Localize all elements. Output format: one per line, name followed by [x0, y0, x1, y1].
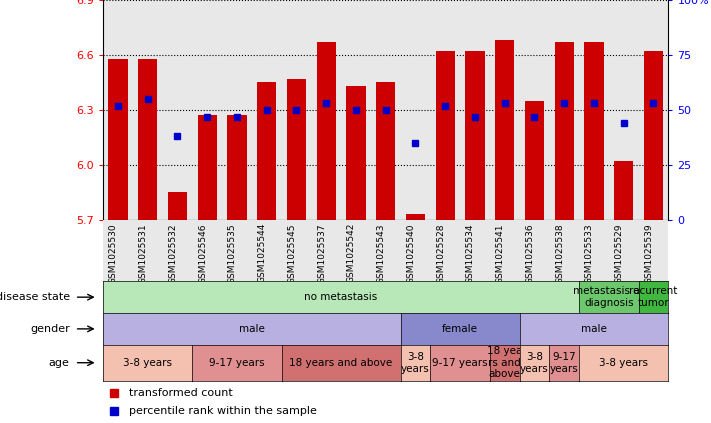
Bar	[168, 192, 187, 220]
Text: GSM1025545: GSM1025545	[287, 223, 296, 283]
Text: GSM1025538: GSM1025538	[555, 223, 565, 284]
Bar	[138, 59, 157, 220]
Text: GSM1025542: GSM1025542	[347, 223, 356, 283]
Bar	[643, 51, 663, 220]
Text: gender: gender	[30, 324, 70, 334]
Text: recurrent
tumor: recurrent tumor	[629, 286, 678, 308]
Bar	[436, 51, 455, 220]
Text: 9-17
years: 9-17 years	[550, 352, 579, 374]
Text: GSM1025530: GSM1025530	[109, 223, 118, 284]
Bar	[108, 59, 128, 220]
Text: 3-8 years: 3-8 years	[123, 358, 172, 368]
Text: GSM1025537: GSM1025537	[317, 223, 326, 284]
Text: 3-8
years: 3-8 years	[401, 352, 430, 374]
Text: 3-8
years: 3-8 years	[520, 352, 549, 374]
Bar	[198, 115, 217, 220]
Text: age: age	[49, 358, 70, 368]
Text: male: male	[581, 324, 607, 334]
Bar	[495, 40, 514, 220]
Text: GSM1025540: GSM1025540	[407, 223, 415, 283]
Text: GSM1025539: GSM1025539	[644, 223, 653, 284]
Bar	[287, 79, 306, 220]
Bar	[346, 86, 365, 220]
Bar	[614, 161, 634, 220]
Text: male: male	[239, 324, 264, 334]
Text: GSM1025528: GSM1025528	[437, 223, 445, 283]
Text: GSM1025535: GSM1025535	[228, 223, 237, 284]
Text: GSM1025529: GSM1025529	[615, 223, 624, 283]
Text: transformed count: transformed count	[129, 387, 232, 398]
Bar	[316, 42, 336, 220]
Text: female: female	[442, 324, 478, 334]
Text: 3-8 years: 3-8 years	[599, 358, 648, 368]
Text: metastasis at
diagnosis: metastasis at diagnosis	[574, 286, 644, 308]
Text: GSM1025536: GSM1025536	[525, 223, 535, 284]
Bar	[257, 82, 277, 220]
Bar	[376, 82, 395, 220]
Text: GSM1025534: GSM1025534	[466, 223, 475, 283]
Text: GSM1025533: GSM1025533	[585, 223, 594, 284]
Text: GSM1025531: GSM1025531	[139, 223, 148, 284]
Text: percentile rank within the sample: percentile rank within the sample	[129, 406, 316, 416]
Text: GSM1025541: GSM1025541	[496, 223, 505, 283]
Bar	[465, 51, 485, 220]
Bar	[525, 101, 544, 220]
Bar	[228, 115, 247, 220]
Bar	[584, 42, 604, 220]
Text: 18 years and above: 18 years and above	[289, 358, 392, 368]
Text: disease state: disease state	[0, 292, 70, 302]
Text: 9-17 years: 9-17 years	[432, 358, 488, 368]
Bar	[406, 214, 425, 220]
Text: 9-17 years: 9-17 years	[209, 358, 264, 368]
Text: GSM1025543: GSM1025543	[377, 223, 385, 283]
Text: GSM1025546: GSM1025546	[198, 223, 207, 283]
Text: GSM1025544: GSM1025544	[257, 223, 267, 283]
Bar	[555, 42, 574, 220]
Text: 18 yea
rs and
above: 18 yea rs and above	[487, 346, 523, 379]
Text: no metastasis: no metastasis	[304, 292, 378, 302]
Text: GSM1025532: GSM1025532	[169, 223, 178, 283]
